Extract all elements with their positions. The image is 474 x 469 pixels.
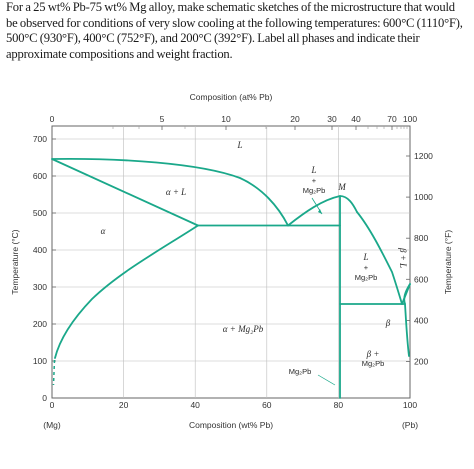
right-tick-200: 200: [414, 357, 428, 367]
region-beta-plus: β +: [366, 349, 380, 359]
solvus-alpha: [54, 224, 199, 359]
region-L-right: L: [362, 252, 368, 262]
region-plus-right: +: [364, 263, 369, 272]
bottom-axis-title: Composition (wt% Pb): [189, 420, 273, 430]
liquidus-to-mg2pb: [287, 195, 358, 227]
left-tick-400: 400: [33, 245, 47, 255]
right-tick-1000: 1000: [414, 192, 433, 202]
liquidus-left: [51, 157, 289, 227]
plot-frame: [51, 125, 411, 399]
region-mg2pb-compound: Mg₂Pb: [289, 367, 312, 376]
region-beta-plus-L: β + L: [398, 247, 408, 268]
phase-boundaries: [51, 157, 411, 399]
liquidus-right: [356, 211, 403, 305]
left-tick-200: 200: [33, 319, 47, 329]
region-plus-upper: +: [312, 176, 317, 185]
region-alpha-plus-mg2pb: α + Mg₂Pb: [223, 324, 264, 334]
left-tick-500: 500: [33, 208, 47, 218]
region-mg2pb-right: Mg₂Pb: [355, 273, 378, 282]
left-tick-700: 700: [33, 134, 47, 144]
left-tick-300: 300: [33, 282, 47, 292]
right-tick-600: 600: [414, 274, 428, 284]
bottom-tick-100: 100: [403, 400, 417, 410]
bottom-tick-80: 80: [334, 400, 344, 410]
right-axis-title: Temperature (°F): [443, 230, 453, 295]
bottom-tick-20: 20: [119, 400, 129, 410]
left-tick-100: 100: [33, 356, 47, 366]
top-tick-20: 20: [290, 114, 300, 124]
horizontal-gridlines: [52, 138, 410, 362]
top-tick-40: 40: [351, 114, 361, 124]
right-tick-800: 800: [414, 233, 428, 243]
region-alpha: α: [101, 226, 106, 236]
pb-end-label: (Pb): [402, 420, 418, 430]
region-mg2pb-beta: Mg₂Pb: [362, 359, 385, 368]
region-beta: β: [385, 318, 391, 328]
mg-end-label: (Mg): [43, 420, 61, 430]
region-M-label: M: [337, 182, 346, 192]
bottom-tick-60: 60: [262, 400, 272, 410]
region-liquid: L: [236, 140, 242, 150]
top-tick-100: 100: [403, 114, 417, 124]
top-axis-title: Composition (at% Pb): [190, 92, 273, 102]
solidus-alpha: [51, 158, 199, 227]
beta-boundary: [403, 283, 411, 357]
right-tick-400: 400: [414, 315, 428, 325]
left-tick-0: 0: [42, 393, 47, 403]
region-mg2pb-upper: Mg₂Pb: [303, 186, 326, 195]
region-alpha-plus-L: α + L: [166, 187, 186, 197]
top-tick-0: 0: [50, 114, 55, 124]
vertical-gridlines: [123, 126, 339, 398]
top-tick-30: 30: [327, 114, 337, 124]
bottom-tick-0: 0: [50, 400, 55, 410]
top-tick-10: 10: [221, 114, 231, 124]
left-axis-title: Temperature (°C): [10, 229, 20, 294]
right-tick-1200: 1200: [414, 151, 433, 161]
bottom-tick-40: 40: [190, 400, 200, 410]
top-tick-5: 5: [160, 114, 165, 124]
question-text: For a 25 wt% Pb-75 wt% Mg alloy, make sc…: [6, 0, 463, 61]
region-L-upper: L: [310, 165, 316, 175]
left-tick-600: 600: [33, 171, 47, 181]
top-tick-70: 70: [387, 114, 397, 124]
